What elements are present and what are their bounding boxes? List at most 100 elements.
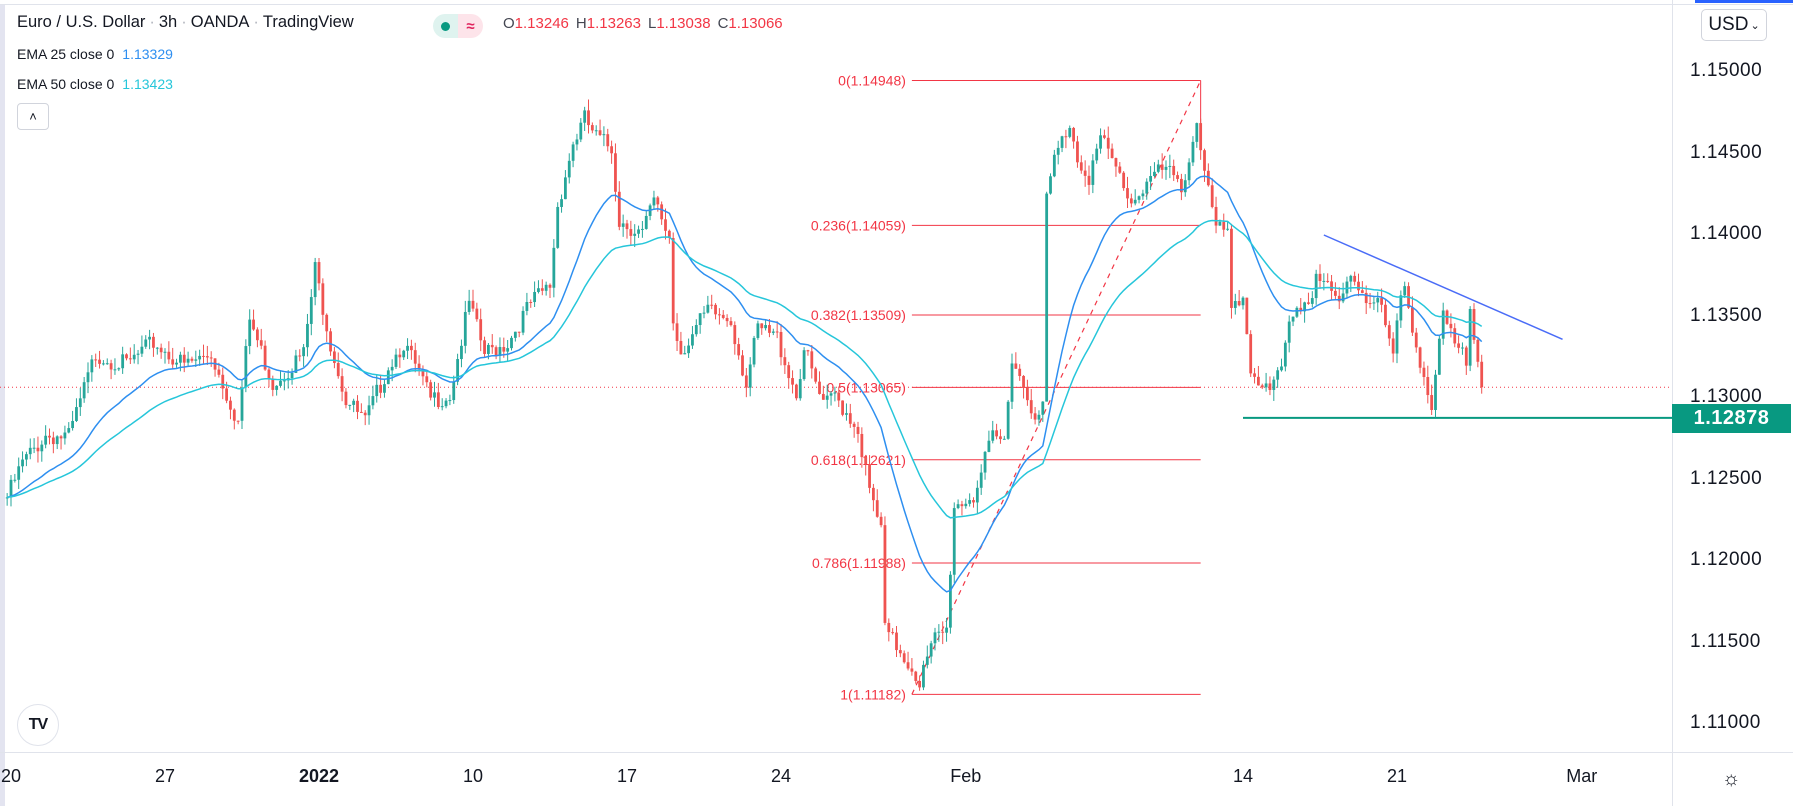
candle-up (1068, 127, 1072, 137)
candle-up (155, 347, 159, 349)
indicator-ema-25[interactable]: EMA 25 close 0 1.13329 (17, 46, 173, 62)
candle-up (1283, 342, 1287, 367)
fib-level-label: 1(1.11182) (840, 686, 906, 702)
candle-down (182, 354, 186, 363)
candle-down (1384, 304, 1387, 326)
ohlc-values: O1.13246 H1.13263 L1.13038 C1.13066 (503, 15, 790, 32)
candle-down (363, 412, 367, 416)
symbol-legend[interactable]: Euro / U.S. Dollar · 3h · OANDA · Tradin… (17, 13, 354, 32)
candle-up (244, 346, 248, 388)
candle-up (390, 366, 394, 371)
candle-down (1464, 347, 1468, 366)
candle-up (1272, 379, 1276, 390)
candle-up (525, 302, 529, 311)
candle-up (764, 325, 767, 329)
candle-up (1264, 383, 1268, 388)
candle-down (51, 437, 55, 445)
candle-up (367, 405, 371, 416)
candle-down (1334, 290, 1337, 296)
candle-up (1010, 363, 1014, 402)
candle-down (1418, 347, 1422, 368)
currency-dropdown[interactable]: USD ⌄ (1701, 9, 1767, 41)
ohlc-value-c: 1.13066 (728, 15, 783, 32)
candle-down (152, 336, 155, 348)
time-tick-label: Feb (950, 766, 982, 786)
candle-up (17, 466, 21, 480)
candle-up (991, 430, 995, 441)
settings-icon[interactable]: ☼ (1722, 768, 1741, 790)
candle-up (579, 122, 583, 140)
top-toolbar-edge (0, 0, 1793, 5)
fib-level-label: 0.5(1.13065) (826, 379, 905, 395)
candle-down (741, 355, 744, 376)
candle-down (868, 464, 871, 488)
candle-down (768, 325, 771, 333)
candle-up (1345, 281, 1349, 294)
candle-up (1468, 309, 1472, 366)
candle-down (1203, 150, 1206, 171)
candle-down (1337, 295, 1341, 302)
candle-down (325, 314, 329, 332)
candle-up (1310, 298, 1314, 304)
candle-up (371, 396, 375, 406)
candle-down (1472, 309, 1476, 340)
candle-down (1260, 385, 1264, 388)
candle-down (1368, 303, 1372, 305)
candle-down (1176, 175, 1179, 179)
candle-down (1103, 135, 1106, 138)
candle-up (90, 359, 94, 373)
candle-up (964, 503, 968, 507)
candle-down (540, 288, 544, 291)
candle-down (1033, 413, 1037, 420)
candle-up (1295, 307, 1299, 317)
candle-down (217, 369, 221, 375)
logo-mark: TV (28, 716, 48, 733)
candle-up (352, 400, 356, 405)
candle-down (660, 204, 664, 220)
candle-up (1441, 310, 1445, 339)
candle-down (271, 378, 275, 390)
candle-up (433, 392, 436, 398)
candle-down (671, 237, 675, 324)
candle-up (44, 435, 48, 445)
candle-up (706, 304, 710, 313)
candle-up (406, 345, 409, 351)
candle-down (856, 426, 860, 434)
candle-up (698, 313, 702, 326)
indicator-ema-50[interactable]: EMA 50 close 0 1.13423 (17, 76, 173, 92)
tradingview-logo[interactable]: TV (17, 704, 59, 746)
candle-down (1230, 228, 1233, 308)
candle-up (1195, 123, 1199, 142)
candle-down (1414, 332, 1418, 348)
candle-up (186, 358, 190, 363)
currency-label: USD (1708, 14, 1749, 35)
candle-down (429, 382, 433, 398)
candle-down (48, 435, 51, 438)
candle-up (552, 247, 556, 288)
candle-up (533, 291, 536, 303)
fibonacci-retracement[interactable]: 0(1.14948) 0.236(1.14059) 0.382(1.13509) 0.… (811, 72, 1202, 702)
market-open-icon (433, 14, 458, 38)
candle-up (1191, 141, 1195, 163)
candle-down (1411, 307, 1414, 333)
top-accent-bar (1695, 0, 1793, 3)
candle-down (960, 504, 964, 507)
candle-down (895, 632, 898, 651)
candle-down (775, 331, 779, 333)
indicator-label: EMA 25 close 0 (17, 46, 115, 62)
price-chart[interactable]: 0(1.14948) 0.236(1.14059) 0.382(1.13509) 0.… (0, 0, 1672, 752)
candle-down (1199, 123, 1203, 151)
time-tick-label: 21 (1386, 766, 1408, 786)
candle-up (302, 347, 305, 357)
candle-down (1206, 170, 1210, 186)
candle-down (494, 347, 498, 357)
candle-up (575, 139, 579, 145)
time-tick-label: 24 (770, 766, 792, 786)
market-status-badge[interactable]: ≈ (433, 14, 483, 38)
candle-down (910, 668, 914, 672)
candle-up (1437, 338, 1441, 375)
candle-up (306, 323, 309, 348)
drawings (0, 234, 1672, 419)
candle-up (825, 395, 829, 400)
collapse-legend-button[interactable]: ˄ (17, 103, 49, 130)
